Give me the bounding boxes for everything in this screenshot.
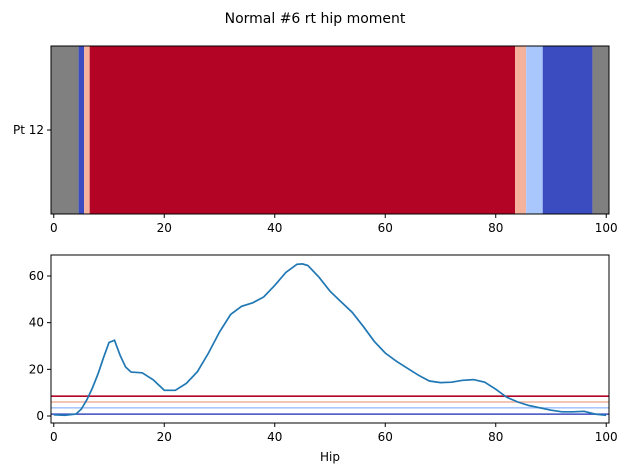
xtick-label: 20 xyxy=(157,430,172,444)
heatmap-xtick-label: 100 xyxy=(595,221,618,235)
series-line xyxy=(53,263,607,417)
heatmap-row-label: Pt 12 xyxy=(13,123,44,137)
xtick-label: 80 xyxy=(488,430,503,444)
heatmap-segment-5 xyxy=(526,46,543,214)
heatmap-xticks: 0 20 40 60 80 100 xyxy=(50,214,618,235)
heatmap-segment-1 xyxy=(78,46,85,214)
heatmap-segment-2 xyxy=(84,46,90,214)
ytick-label: 60 xyxy=(29,269,44,283)
ytick-label: 0 xyxy=(36,409,44,423)
heatmap-xtick-label: 20 xyxy=(157,221,172,235)
heatmap-xtick-label: 60 xyxy=(378,221,393,235)
heatmap-xtick-label: 40 xyxy=(267,221,282,235)
xtick-label: 60 xyxy=(378,430,393,444)
ytick-label: 40 xyxy=(29,316,44,330)
line-chart-xticks: 0 20 40 60 80 100 xyxy=(50,423,618,444)
xtick-label: 100 xyxy=(595,430,618,444)
heatmap-segment-7 xyxy=(592,46,609,214)
chart-title: Normal #6 rt hip moment xyxy=(225,11,406,27)
heatmap-segment-3 xyxy=(89,46,516,214)
line-chart-yticks: 0 20 40 60 xyxy=(29,269,51,423)
heatmap-segment-4 xyxy=(515,46,527,214)
heatmap-segment-0 xyxy=(51,46,79,214)
xtick-label: 0 xyxy=(50,430,58,444)
xtick-label: 40 xyxy=(267,430,282,444)
x-axis-label: Hip xyxy=(320,450,340,464)
heatmap-xtick-label: 80 xyxy=(488,221,503,235)
ytick-label: 20 xyxy=(29,362,44,376)
heatmap-axes: Pt 12 0 20 40 60 80 100 xyxy=(13,45,618,235)
heatmap-segment-6 xyxy=(542,46,593,214)
heatmap-xtick-label: 0 xyxy=(50,221,58,235)
line-chart-frame xyxy=(50,254,610,424)
line-chart-axes: 0 20 40 60 80 100 0 20 40 60 Hip xyxy=(29,254,618,464)
heatmap-segments xyxy=(51,46,609,214)
